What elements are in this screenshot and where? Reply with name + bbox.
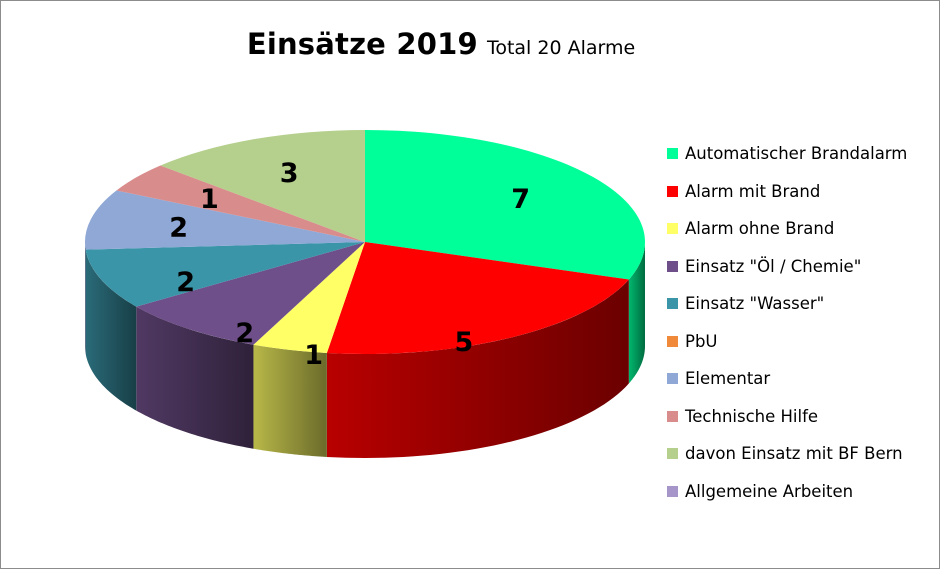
data-label-einsatz-l-chemie: 2: [235, 318, 254, 349]
side-wall-alarm-ohne-brand: [253, 344, 327, 457]
slice-automatischer-brandalarm: [365, 130, 646, 280]
side-wall-alarm-mit-brand: [326, 279, 629, 458]
legend-swatch: [667, 448, 678, 460]
slice-alarm-mit-brand: [326, 242, 629, 355]
data-label-technische-hilfe: 1: [200, 184, 219, 215]
slice-einsatz-wasser: [85, 242, 366, 307]
legend-swatch: [667, 223, 678, 235]
legend-item-einsatz-wasser: Einsatz "Wasser": [667, 285, 907, 323]
legend-swatch: [667, 410, 678, 422]
legend-swatch: [667, 298, 678, 310]
side-wall-automatischer-brandalarm: [628, 242, 645, 384]
slice-technische-hilfe: [116, 165, 365, 242]
slice-davon-einsatz-mit-bf-bern: [160, 130, 365, 242]
legend-item-davon-einsatz-mit-bf-bern: davon Einsatz mit BF Bern: [667, 435, 907, 473]
data-label-davon-einsatz-mit-bf-bern: 3: [280, 158, 299, 189]
data-label-elementar: 2: [169, 213, 188, 244]
legend-label: Allgemeine Arbeiten: [685, 481, 854, 501]
legend-item-elementar: Elementar: [667, 360, 907, 398]
legend-swatch: [667, 485, 678, 497]
legend-item-alarm-ohne-brand: Alarm ohne Brand: [667, 210, 907, 248]
legend-item-allgemeine-arbeiten: Allgemeine Arbeiten: [667, 473, 907, 511]
data-label-automatischer-brandalarm: 7: [511, 184, 530, 215]
legend-label: Einsatz "Öl / Chemie": [685, 256, 862, 276]
legend-label: Elementar: [685, 369, 771, 389]
legend-item-einsatz-l-chemie: Einsatz "Öl / Chemie": [667, 248, 907, 286]
chart-title: Einsätze 2019 Total 20 Alarme: [1, 27, 881, 61]
legend-item-alarm-mit-brand: Alarm mit Brand: [667, 173, 907, 211]
legend-label: Technische Hilfe: [685, 406, 819, 426]
legend-item-technische-hilfe: Technische Hilfe: [667, 398, 907, 436]
legend-label: Einsatz "Wasser": [685, 294, 825, 314]
legend-label: Automatischer Brandalarm: [685, 144, 908, 164]
legend-label: Alarm mit Brand: [685, 181, 821, 201]
data-label-einsatz-wasser: 2: [176, 267, 195, 298]
slice-elementar: [84, 190, 366, 250]
pie-side-walls: [85, 242, 645, 458]
legend-swatch: [667, 185, 678, 197]
legend-label: Alarm ohne Brand: [685, 219, 835, 239]
legend-swatch: [667, 373, 678, 385]
chart-title-main: Einsätze 2019: [246, 27, 478, 61]
legend-item-automatischer-brandalarm: Automatischer Brandalarm: [667, 135, 907, 173]
slice-einsatz-l-chemie: [136, 242, 365, 345]
data-label-alarm-ohne-brand: 1: [304, 340, 323, 371]
legend-label: PbU: [685, 331, 718, 351]
legend: Automatischer Brandalarm Alarm mit Brand A…: [667, 135, 907, 510]
pie-top-faces: [84, 130, 646, 355]
legend-swatch: [667, 335, 678, 347]
legend-item-pbu: PbU: [667, 323, 907, 361]
data-label-alarm-mit-brand: 5: [455, 327, 474, 358]
side-wall-einsatz-wasser: [85, 249, 137, 411]
legend-swatch: [667, 148, 678, 160]
legend-swatch: [667, 260, 678, 272]
side-wall-elementar: [85, 242, 86, 354]
chart-subtitle: Total 20 Alarme: [486, 37, 636, 59]
slice-alarm-ohne-brand: [253, 242, 365, 353]
side-wall-einsatz-l-chemie: [136, 306, 254, 449]
legend-label: davon Einsatz mit BF Bern: [685, 444, 903, 464]
